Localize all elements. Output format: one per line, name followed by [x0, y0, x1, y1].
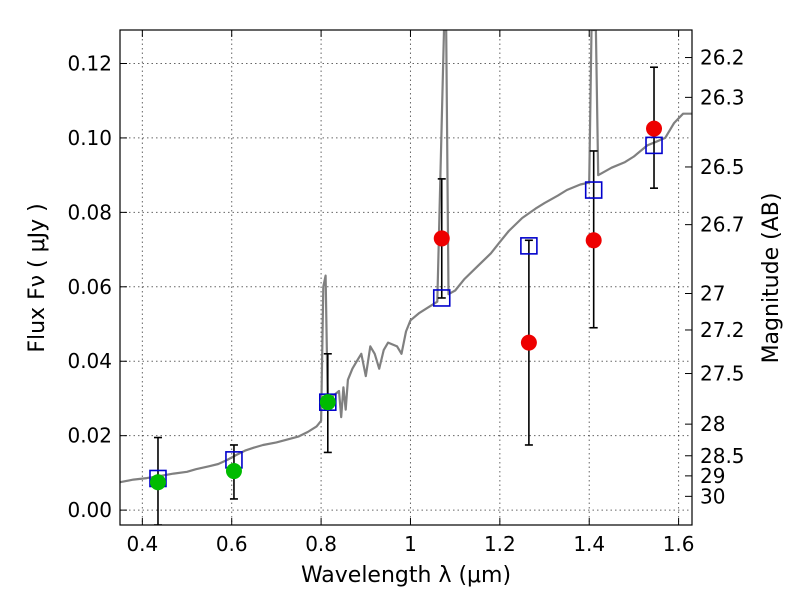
y2-tick-label: 26.7 — [700, 213, 745, 237]
x-tick-label: 0.6 — [216, 532, 248, 556]
y-tick-label: 0.00 — [67, 498, 112, 522]
model-photometry-square — [645, 136, 663, 155]
grid — [120, 30, 692, 525]
y2-tick-label: 26.2 — [700, 46, 745, 70]
spectrum-line — [120, 30, 692, 484]
x-tick-label: 0.8 — [305, 532, 337, 556]
model-photometry-square — [520, 237, 538, 255]
y2-tick-label: 27.2 — [700, 318, 745, 342]
y2-tick-label: 28.5 — [700, 444, 745, 468]
observed-point-red — [585, 232, 602, 249]
observed-point-green — [149, 474, 166, 491]
x-tick-label: 0.4 — [126, 532, 158, 556]
observed-point-red — [433, 230, 450, 247]
y-tick-label: 0.08 — [67, 200, 112, 224]
x-tick-label: 1.2 — [484, 532, 516, 556]
spectrum-layer — [120, 30, 692, 484]
model-photometry-square — [432, 289, 451, 307]
y-tick-label: 0.04 — [67, 349, 112, 373]
y2-tick-label: 28 — [700, 412, 725, 436]
y2-tick-label: 29 — [700, 464, 725, 488]
x-tick-label: 1 — [404, 532, 417, 556]
x-tick-label: 1.4 — [573, 532, 605, 556]
y-tick-label: 0.10 — [67, 126, 112, 150]
error-bar-layer — [153, 66, 659, 525]
y-tick-label: 0.02 — [67, 424, 112, 448]
x-axis-label: Wavelength λ (μm) — [301, 563, 511, 588]
y2-tick-label: 30 — [700, 484, 725, 508]
y2-tick-label: 27.5 — [700, 362, 745, 386]
tick-layer: 0.4 0.6 0.8 1 1.2 1.4 1.6 0.00 0.02 0.04 0.06 0.08 0… — [67, 30, 745, 556]
observed-point-red — [646, 120, 663, 137]
y2-tick-label: 26.5 — [700, 155, 745, 179]
observed-point-red — [520, 334, 537, 351]
y2-tick-label: 27 — [700, 282, 725, 306]
y2-axis-label: Magnitude (AB) — [759, 193, 784, 364]
x-tick-label: 1.6 — [663, 532, 695, 556]
observed-point-green — [225, 463, 242, 480]
marker-layer — [149, 120, 663, 491]
model-photometry-square — [584, 181, 603, 199]
y-tick-label: 0.06 — [67, 275, 112, 299]
y-tick-label: 0.12 — [67, 51, 112, 75]
plot-frame — [119, 29, 693, 526]
observed-point-green — [319, 394, 336, 411]
y-axis-label: Flux Fν ( μJy ) — [25, 203, 50, 352]
y2-tick-label: 26.3 — [700, 85, 745, 109]
